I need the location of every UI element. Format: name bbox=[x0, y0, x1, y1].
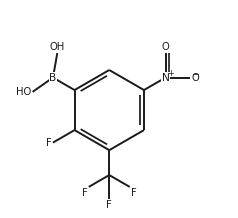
Text: HO: HO bbox=[16, 87, 31, 97]
Text: +: + bbox=[167, 69, 174, 78]
Text: O: O bbox=[191, 73, 199, 83]
Text: OH: OH bbox=[50, 43, 65, 52]
Text: B: B bbox=[49, 73, 57, 83]
Text: −: − bbox=[192, 70, 200, 79]
Text: F: F bbox=[46, 138, 52, 148]
Text: F: F bbox=[82, 188, 88, 198]
Text: F: F bbox=[106, 200, 112, 210]
Text: F: F bbox=[131, 188, 136, 198]
Text: N: N bbox=[162, 73, 169, 83]
Text: O: O bbox=[162, 42, 169, 52]
